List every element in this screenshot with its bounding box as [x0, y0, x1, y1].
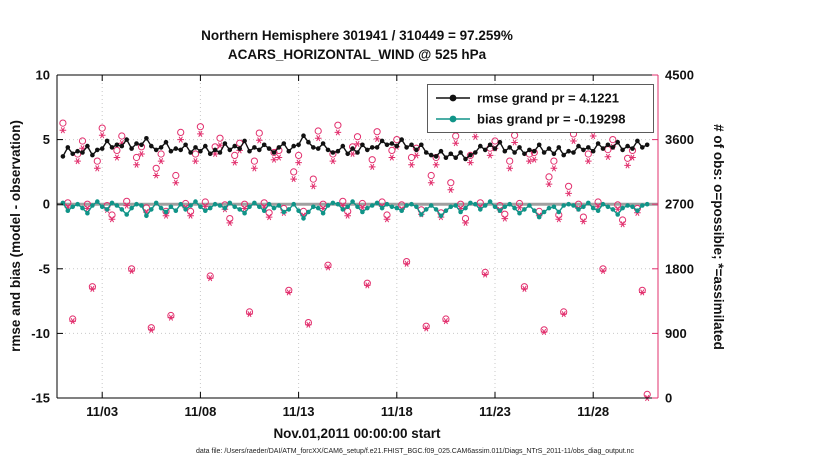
assimilated-obs-asterisks	[59, 127, 651, 402]
y-tick-label-left: 5	[43, 132, 50, 147]
y-tick-label-right: 1800	[665, 261, 694, 276]
legend: rmse grand pr = 4.1221 bias grand pr = -…	[427, 84, 654, 133]
bias-markers	[60, 199, 650, 221]
x-tick-label: 11/03	[86, 404, 118, 419]
y-tick-label-right: 4500	[665, 68, 694, 83]
y-tick-label-right: 2700	[665, 197, 694, 212]
y-tick-label-left: 0	[43, 197, 50, 212]
y-tick-label-right: 0	[665, 391, 672, 406]
x-tick-label: 11/13	[283, 404, 315, 419]
legend-label-bias: bias grand pr = -0.19298	[477, 112, 625, 127]
possible-obs-circles	[59, 119, 651, 398]
x-tick-label: 11/08	[184, 404, 216, 419]
rmse-markers	[60, 133, 650, 162]
y-axis-label-right: # of obs: o=possible; *=assimilated	[711, 124, 726, 350]
y-tick-label-left: -10	[31, 326, 50, 341]
legend-sample-rmse-marker	[449, 94, 457, 102]
y-tick-label-right: 3600	[665, 132, 694, 147]
ticks-and-tick-labels: 10 5 0 -5 -10 -15 4500 3600 2700 1800 900 0 11/03 11/…	[31, 68, 694, 420]
y-tick-label-left: -5	[38, 261, 50, 276]
legend-sample-bias-marker	[449, 115, 457, 123]
chart-title-line2: ACARS_HORIZONTAL_WIND @ 525 hPa	[228, 47, 487, 62]
x-tick-label: 11/23	[479, 404, 511, 419]
x-tick-label: 11/28	[577, 404, 609, 419]
y-tick-label-left: 10	[36, 68, 50, 83]
axes-box	[56, 74, 659, 399]
chart-title-line1: Northern Hemisphere 301941 / 310449 = 97…	[201, 28, 513, 43]
x-axis-label: Nov.01,2011 00:00:00 start	[273, 426, 441, 441]
plot-layer: 10 5 0 -5 -10 -15 4500 3600 2700 1800 900 0 11/03 11/…	[31, 68, 694, 420]
y-tick-label-right: 900	[665, 326, 687, 341]
data-file-footer: data file: /Users/raeder/DAI/ATM_forcXX/…	[195, 448, 635, 455]
y-axis-label-left: rmse and bias (model - observation)	[8, 120, 23, 352]
x-tick-label: 11/18	[381, 404, 413, 419]
legend-box	[427, 84, 654, 133]
legend-label-rmse: rmse grand pr = 4.1221	[477, 91, 619, 106]
y-tick-label-left: -15	[31, 391, 50, 406]
